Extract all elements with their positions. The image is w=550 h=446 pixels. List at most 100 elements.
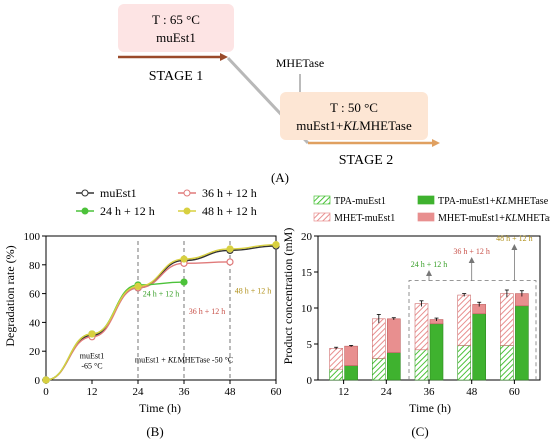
x-tick-label: 60 (509, 386, 521, 398)
added-enzyme-label: MHETase (276, 56, 324, 70)
y-tick-label: 60 (29, 289, 41, 301)
x-tick-label: 0 (43, 386, 49, 398)
bar-mhet-muest1 (457, 294, 471, 346)
x-tick-label: 36 (179, 386, 191, 398)
y-tick-label: 0 (35, 375, 41, 387)
stage2-temp: T : 50 °C (330, 100, 378, 115)
annotation-arrowhead (468, 257, 475, 263)
degradation-annotations: 24 h + 12 h 36 h + 12 h 48 h + 12 h muEst1-… (80, 287, 271, 371)
legend-marker (81, 207, 89, 215)
bar-tpa-combo (515, 305, 529, 381)
y-tick-label: 10 (301, 303, 313, 315)
degradation-x-label: Time (h) (139, 401, 181, 415)
degradation-chart: muEst1 36 h + 12 h24 h + 12 h 48 h + 12 h … (3, 186, 282, 439)
stage1-arrowhead (220, 53, 228, 61)
legend-label: 36 h + 12 h (202, 186, 257, 200)
legend-marker (183, 207, 191, 215)
stage1-enzyme: muEst1 (156, 30, 196, 45)
data-point (180, 278, 188, 286)
data-point (272, 241, 280, 249)
annotation-arrowhead (426, 269, 432, 276)
data-point (180, 255, 188, 263)
bar-mhet-combo (344, 345, 358, 366)
bar-tpa-combo (472, 313, 486, 381)
product-chart: TPA-muEst1 TPA-muEst1+KLMHETase MHET-muEst… (281, 195, 550, 439)
degradation-y-label: Degradation rate (%) (3, 245, 17, 346)
stage2-label: STAGE 2 (339, 153, 394, 168)
product-annotations: 24 h + 12 h 36 h + 12 h 48 h + 12 h (408, 234, 537, 380)
panel-label-a: (A) (271, 170, 289, 185)
legend-swatch (313, 212, 331, 222)
chart-annotation: 24 h + 12 h (143, 289, 180, 298)
chart-annotation: muEst1 (80, 351, 104, 360)
bar-tpa-combo (429, 323, 444, 381)
data-point (88, 330, 96, 338)
y-tick-label: 20 (301, 231, 313, 243)
y-tick-label: 5 (307, 339, 313, 351)
chart-annotation: 24 h + 12 h (411, 260, 448, 269)
bar-tpa-muest1 (500, 345, 514, 381)
chart-annotation: 48 h + 12 h (235, 287, 272, 296)
x-tick-label: 48 (225, 386, 237, 398)
chart-annotation: 36 h + 12 h (453, 247, 490, 256)
stage2-region (408, 280, 537, 380)
chart-annotation: 48 h + 12 h (496, 234, 533, 243)
panel-label-c: (C) (411, 424, 428, 439)
stage1-temp: T : 65 °C (152, 12, 200, 27)
product-y-label: Product concentration (mM) (281, 228, 295, 365)
legend-swatch (417, 195, 435, 205)
data-point (134, 282, 142, 290)
y-tick-label: 0 (307, 375, 313, 387)
x-tick-label: 24 (381, 386, 393, 398)
bar-tpa-muest1 (414, 349, 429, 381)
x-tick-label: 24 (133, 386, 145, 398)
annotation-arrowhead (511, 244, 518, 251)
legend-label: TPA-muEst1+KLMHETase (438, 196, 549, 207)
bar-mhet-combo (387, 318, 401, 353)
bar-tpa-combo (344, 365, 358, 381)
bar-tpa-muest1 (329, 368, 343, 381)
y-tick-label: 20 (29, 346, 41, 358)
legend-label: 48 h + 12 h (202, 204, 257, 218)
product-axes: 0 5 10 15 20 12 24 36 48 60 (301, 231, 541, 398)
chart-annotation: -65 °C (81, 361, 102, 370)
legend-marker (183, 189, 191, 197)
data-point (42, 376, 50, 384)
legend-swatch (313, 195, 331, 205)
x-tick-label: 60 (271, 386, 283, 398)
legend-label: muEst1 (100, 186, 137, 200)
y-tick-label: 80 (29, 260, 41, 272)
legend-label: TPA-muEst1 (334, 196, 386, 207)
y-tick-label: 40 (29, 317, 41, 329)
y-tick-label: 15 (301, 267, 313, 279)
bar-mhet-muest1 (372, 318, 386, 359)
bar-tpa-muest1 (457, 345, 471, 381)
scheme-panel: T : 65 °C muEst1 STAGE 1 MHETase T : 50 … (118, 4, 440, 185)
legend-swatch (417, 212, 435, 222)
product-legend: TPA-muEst1 TPA-muEst1+KLMHETase MHET-muEst… (313, 195, 550, 224)
degradation-legend: muEst1 36 h + 12 h 24 h + 12 h 48 h + 12 h (76, 186, 257, 218)
panel-label-b: (B) (146, 424, 163, 439)
stage2-box (280, 92, 428, 140)
bar-tpa-muest1 (372, 358, 386, 381)
bar-mhet-muest1 (500, 293, 514, 346)
x-tick-label: 12 (87, 386, 98, 398)
stage2-arrowhead (432, 139, 440, 147)
x-tick-label: 36 (424, 386, 436, 398)
chart-annotation: muEst1 + KLMHETase -50 °C (135, 356, 233, 365)
data-point (226, 245, 234, 253)
product-plot (329, 289, 529, 381)
bar-mhet-muest1 (329, 348, 343, 370)
product-x-label: Time (h) (409, 401, 451, 415)
chart-annotation: 36 h + 12 h (189, 307, 226, 316)
x-tick-label: 12 (338, 386, 349, 398)
bar-mhet-muest1 (414, 303, 429, 351)
stage1-box (118, 4, 234, 52)
x-tick-label: 48 (466, 386, 478, 398)
legend-label: MHET-muEst1+KLMHETase (438, 213, 550, 224)
stage1-label: STAGE 1 (149, 69, 204, 84)
legend-label: MHET-muEst1 (334, 213, 395, 224)
degradation-plot-frame (45, 235, 277, 381)
